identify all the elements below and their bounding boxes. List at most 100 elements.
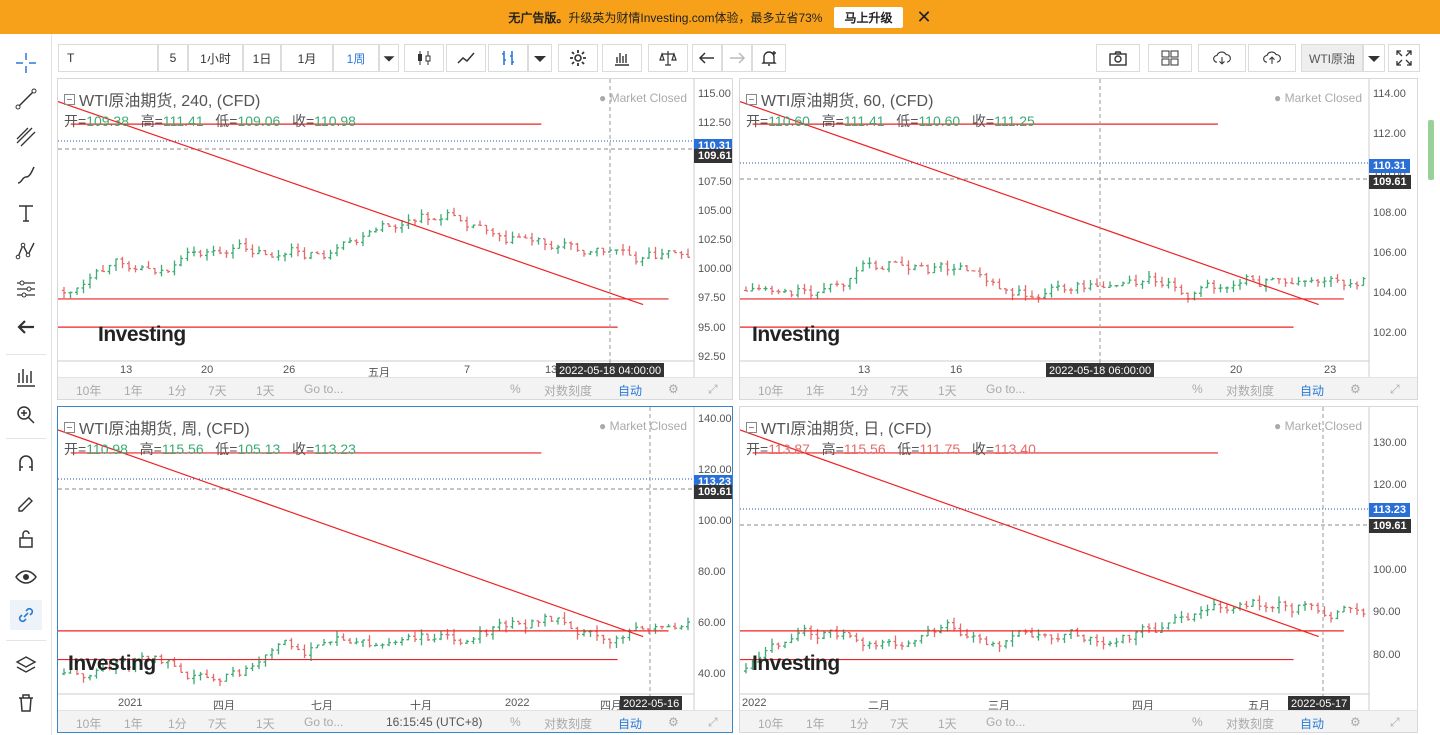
- gear-icon[interactable]: ⚙: [668, 715, 679, 729]
- prediction-icon[interactable]: [10, 274, 42, 304]
- chart-panel-1[interactable]: WTI原油期货, 240, (CFD) 开=109.38 高=111.41 低=…: [57, 78, 733, 400]
- range-button[interactable]: 1年: [124, 384, 143, 398]
- chart-canvas[interactable]: [740, 79, 1418, 400]
- range-button[interactable]: 自动: [618, 717, 643, 731]
- chart-panel-4[interactable]: WTI原油期货, 日, (CFD) 开=113.87 高=115.56 低=11…: [739, 406, 1418, 733]
- range-button[interactable]: Go to...: [986, 382, 1026, 396]
- compare-scale-icon[interactable]: [648, 44, 688, 72]
- range-button[interactable]: Go to...: [304, 382, 344, 396]
- chart-panel-2[interactable]: WTI原油期货, 60, (CFD) 开=110.60 高=111.41 低=1…: [739, 78, 1418, 400]
- text-icon[interactable]: [10, 198, 42, 228]
- cloud-upload-icon[interactable]: [1248, 44, 1296, 72]
- brush-icon[interactable]: [10, 160, 42, 190]
- interval-1w-button[interactable]: 1周: [333, 44, 379, 72]
- chart-title[interactable]: WTI原油期货, 周, (CFD): [64, 415, 250, 439]
- range-button[interactable]: 7天: [890, 717, 909, 731]
- camera-icon[interactable]: [1096, 44, 1140, 72]
- expand-icon[interactable]: ⤢: [708, 715, 718, 729]
- range-button[interactable]: 自动: [618, 384, 643, 398]
- range-button[interactable]: %: [1192, 715, 1203, 729]
- range-button[interactable]: 1分: [168, 717, 187, 731]
- range-button[interactable]: 对数刻度: [1226, 717, 1275, 731]
- interval-dropdown-icon[interactable]: [379, 44, 399, 72]
- range-button[interactable]: Go to...: [986, 715, 1026, 729]
- symbol-input[interactable]: T: [58, 44, 158, 72]
- indicators-icon[interactable]: [10, 362, 42, 392]
- trash-icon[interactable]: [10, 688, 42, 718]
- range-button[interactable]: 1天: [256, 717, 275, 731]
- range-button[interactable]: %: [510, 715, 521, 729]
- range-button[interactable]: 1年: [124, 717, 143, 731]
- chart-title[interactable]: WTI原油期货, 60, (CFD): [746, 87, 933, 111]
- chart-canvas[interactable]: [58, 407, 733, 733]
- interval-1m-button[interactable]: 1月: [281, 44, 333, 72]
- range-button[interactable]: 1年: [806, 384, 825, 398]
- gear-icon[interactable]: ⚙: [1350, 382, 1361, 396]
- eye-icon[interactable]: [10, 562, 42, 592]
- range-button[interactable]: 1天: [938, 384, 957, 398]
- layout-grid-icon[interactable]: [1148, 44, 1192, 72]
- gear-icon[interactable]: ⚙: [668, 382, 679, 396]
- link-icon[interactable]: [10, 600, 42, 630]
- chart-type-dropdown-icon[interactable]: [528, 44, 552, 72]
- candles-icon[interactable]: [404, 44, 444, 72]
- interval-input[interactable]: 5: [158, 44, 188, 72]
- undo-icon[interactable]: [692, 44, 722, 72]
- range-button[interactable]: 对数刻度: [544, 384, 593, 398]
- layers-icon[interactable]: [10, 650, 42, 680]
- range-button[interactable]: 10年: [758, 717, 784, 731]
- range-button[interactable]: 自动: [1300, 717, 1325, 731]
- unlock-icon[interactable]: [10, 524, 42, 554]
- symbol-name-label[interactable]: WTI原油: [1301, 44, 1363, 72]
- range-button[interactable]: 7天: [208, 384, 227, 398]
- redo-icon[interactable]: [722, 44, 752, 72]
- range-button[interactable]: 1分: [850, 717, 869, 731]
- fullscreen-icon[interactable]: [1388, 44, 1420, 72]
- collapse-icon[interactable]: [746, 93, 757, 105]
- bars-icon[interactable]: [488, 44, 528, 72]
- range-button[interactable]: 对数刻度: [544, 717, 593, 731]
- range-button[interactable]: 1分: [168, 384, 187, 398]
- upgrade-button[interactable]: 马上升级: [834, 6, 903, 28]
- back-arrow-icon[interactable]: [10, 312, 42, 342]
- range-button[interactable]: %: [510, 382, 521, 396]
- range-button[interactable]: 16:15:45 (UTC+8): [386, 715, 483, 729]
- zoom-icon[interactable]: [10, 400, 42, 430]
- range-button[interactable]: 自动: [1300, 384, 1325, 398]
- range-button[interactable]: 7天: [208, 717, 227, 731]
- range-button[interactable]: %: [1192, 382, 1203, 396]
- settings-gear-icon[interactable]: [558, 44, 598, 72]
- range-button[interactable]: 1天: [938, 717, 957, 731]
- close-icon[interactable]: ✕: [916, 7, 932, 27]
- expand-icon[interactable]: ⤢: [1390, 715, 1400, 729]
- gear-icon[interactable]: ⚙: [1350, 715, 1361, 729]
- line-chart-icon[interactable]: [446, 44, 486, 72]
- expand-icon[interactable]: ⤢: [708, 382, 718, 396]
- range-button[interactable]: 1天: [256, 384, 275, 398]
- chart-canvas[interactable]: [740, 407, 1418, 733]
- chart-title[interactable]: WTI原油期货, 日, (CFD): [746, 415, 932, 439]
- cloud-download-icon[interactable]: [1198, 44, 1246, 72]
- range-button[interactable]: 7天: [890, 384, 909, 398]
- range-button[interactable]: 10年: [76, 717, 102, 731]
- scrollbar-indicator[interactable]: [1428, 120, 1434, 180]
- indicators-button-icon[interactable]: [602, 44, 642, 72]
- symbol-dropdown-icon[interactable]: [1363, 44, 1385, 72]
- chart-panel-3[interactable]: WTI原油期货, 周, (CFD) 开=110.98 高=115.56 低=10…: [57, 406, 733, 733]
- fib-icon[interactable]: [10, 122, 42, 152]
- interval-1d-button[interactable]: 1日: [243, 44, 281, 72]
- chart-title[interactable]: WTI原油期货, 240, (CFD): [64, 87, 260, 111]
- range-button[interactable]: 对数刻度: [1226, 384, 1275, 398]
- range-button[interactable]: 1年: [806, 717, 825, 731]
- alert-bell-icon[interactable]: [752, 44, 786, 72]
- crosshair-icon[interactable]: [10, 48, 42, 78]
- interval-1h-button[interactable]: 1小时: [188, 44, 243, 72]
- trendline-icon[interactable]: [10, 84, 42, 114]
- expand-icon[interactable]: ⤢: [1390, 382, 1400, 396]
- range-button[interactable]: 10年: [76, 384, 102, 398]
- range-button[interactable]: 10年: [758, 384, 784, 398]
- pattern-icon[interactable]: [10, 236, 42, 266]
- collapse-icon[interactable]: [64, 93, 75, 105]
- chart-canvas[interactable]: [58, 79, 733, 400]
- range-button[interactable]: 1分: [850, 384, 869, 398]
